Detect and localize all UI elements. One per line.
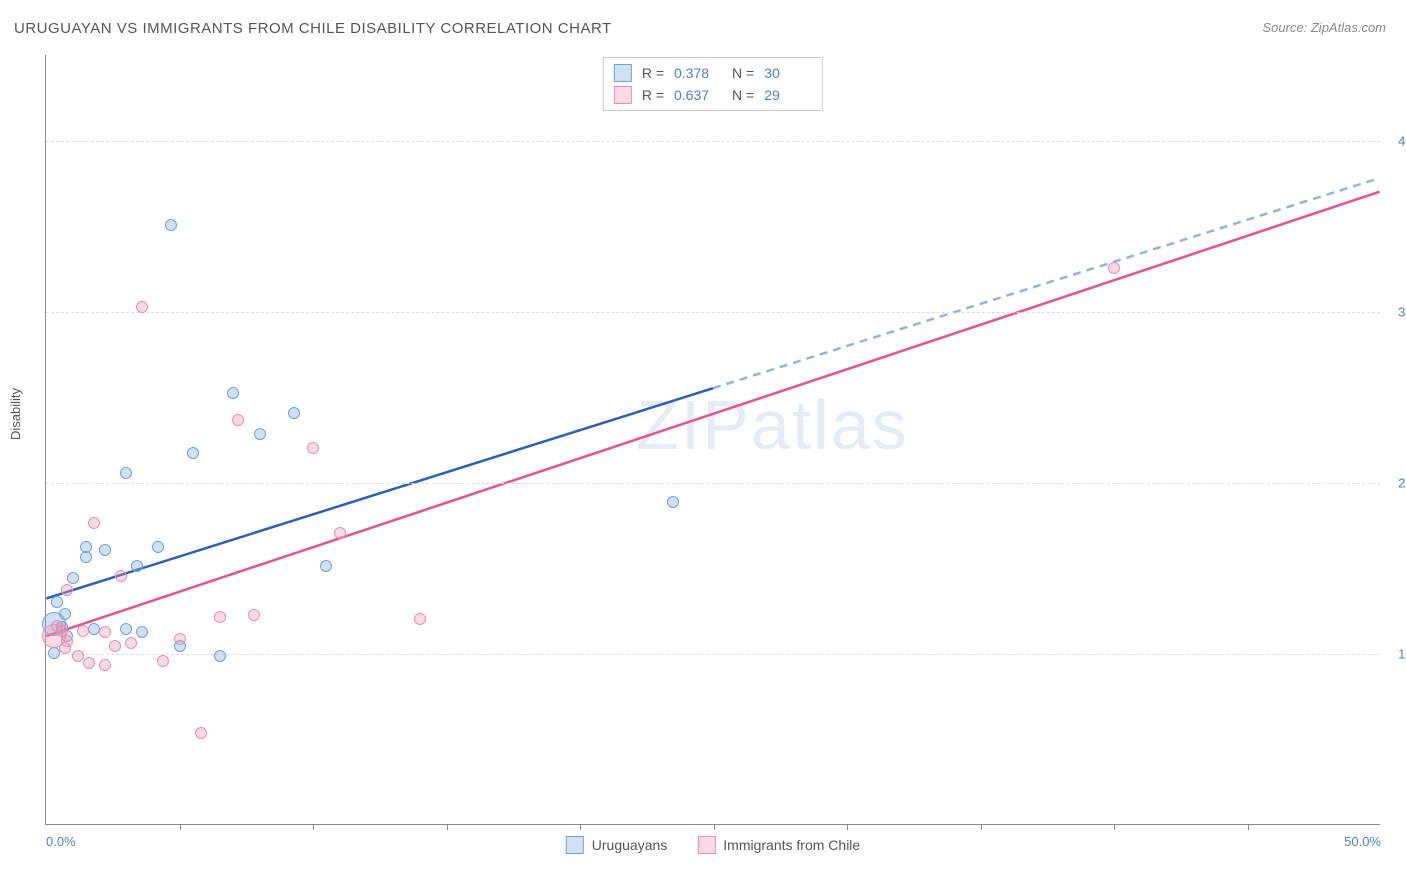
gridline	[46, 483, 1380, 484]
x-tick-mark	[180, 824, 181, 830]
bottom-legend: Uruguayans Immigrants from Chile	[566, 836, 860, 854]
x-tick-label: 0.0%	[46, 834, 76, 849]
point-uruguayans	[136, 626, 148, 638]
r-value-chile: 0.637	[674, 87, 722, 103]
point-chile	[157, 655, 169, 667]
point-uruguayans	[288, 407, 300, 419]
point-uruguayans	[99, 544, 111, 556]
point-uruguayans	[227, 387, 239, 399]
point-uruguayans	[667, 496, 679, 508]
y-tick-label: 30.0%	[1398, 304, 1406, 319]
point-chile	[99, 659, 111, 671]
point-uruguayans	[59, 608, 71, 620]
legend-label-chile: Immigrants from Chile	[723, 837, 860, 853]
point-uruguayans	[165, 219, 177, 231]
point-uruguayans	[51, 596, 63, 608]
stats-row-uruguayans: R = 0.378 N = 30	[614, 62, 812, 84]
swatch-uruguayans	[614, 64, 632, 82]
point-chile	[1108, 262, 1120, 274]
gridline	[46, 312, 1380, 313]
point-uruguayans	[80, 551, 92, 563]
x-tick-mark	[1114, 824, 1115, 830]
watermark-text: ZIPatlas	[636, 385, 909, 465]
swatch-chile	[614, 86, 632, 104]
point-chile	[83, 657, 95, 669]
swatch-chile	[697, 836, 715, 854]
x-tick-mark	[580, 824, 581, 830]
point-chile	[125, 637, 137, 649]
point-uruguayans	[254, 428, 266, 440]
stats-legend: R = 0.378 N = 30 R = 0.637 N = 29	[603, 57, 823, 111]
point-chile	[195, 727, 207, 739]
point-uruguayans	[131, 560, 143, 572]
point-uruguayans	[187, 447, 199, 459]
point-chile	[174, 633, 186, 645]
point-uruguayans	[214, 650, 226, 662]
x-tick-mark	[847, 824, 848, 830]
point-chile	[61, 635, 73, 647]
point-chile	[307, 442, 319, 454]
point-uruguayans	[120, 467, 132, 479]
legend-item-uruguayans: Uruguayans	[566, 836, 668, 854]
x-tick-mark	[714, 824, 715, 830]
swatch-uruguayans	[566, 836, 584, 854]
n-value-chile: 29	[764, 87, 812, 103]
x-tick-label: 50.0%	[1344, 834, 1381, 849]
point-chile	[109, 640, 121, 652]
point-uruguayans	[320, 560, 332, 572]
x-tick-mark	[981, 824, 982, 830]
point-chile	[115, 570, 127, 582]
n-value-uruguayans: 30	[764, 65, 812, 81]
x-tick-mark	[1248, 824, 1249, 830]
point-chile	[232, 414, 244, 426]
y-axis-label: Disability	[8, 388, 23, 440]
x-tick-mark	[313, 824, 314, 830]
point-chile	[88, 517, 100, 529]
gridline	[46, 654, 1380, 655]
point-chile	[248, 609, 260, 621]
point-uruguayans	[120, 623, 132, 635]
trend-lines	[46, 55, 1380, 824]
y-tick-label: 20.0%	[1398, 475, 1406, 490]
point-uruguayans	[67, 572, 79, 584]
plot-area: ZIPatlas R = 0.378 N = 30 R = 0.637 N = …	[45, 55, 1380, 825]
stats-row-chile: R = 0.637 N = 29	[614, 84, 812, 106]
point-chile	[414, 613, 426, 625]
y-tick-label: 40.0%	[1398, 133, 1406, 148]
point-chile	[99, 626, 111, 638]
point-chile	[77, 625, 89, 637]
chart-container: URUGUAYAN VS IMMIGRANTS FROM CHILE DISAB…	[0, 0, 1406, 892]
n-label: N =	[732, 87, 754, 103]
point-chile	[61, 584, 73, 596]
chart-title: URUGUAYAN VS IMMIGRANTS FROM CHILE DISAB…	[14, 20, 612, 37]
gridline	[46, 141, 1380, 142]
point-chile	[214, 611, 226, 623]
y-tick-label: 10.0%	[1398, 646, 1406, 661]
point-uruguayans	[152, 541, 164, 553]
source-label: Source: ZipAtlas.com	[1262, 20, 1386, 35]
point-uruguayans	[80, 541, 92, 553]
n-label: N =	[732, 65, 754, 81]
point-chile	[334, 527, 346, 539]
x-tick-mark	[447, 824, 448, 830]
r-label: R =	[642, 65, 664, 81]
point-chile	[136, 301, 148, 313]
r-value-uruguayans: 0.378	[674, 65, 722, 81]
r-label: R =	[642, 87, 664, 103]
legend-item-chile: Immigrants from Chile	[697, 836, 860, 854]
legend-label-uruguayans: Uruguayans	[592, 837, 668, 853]
